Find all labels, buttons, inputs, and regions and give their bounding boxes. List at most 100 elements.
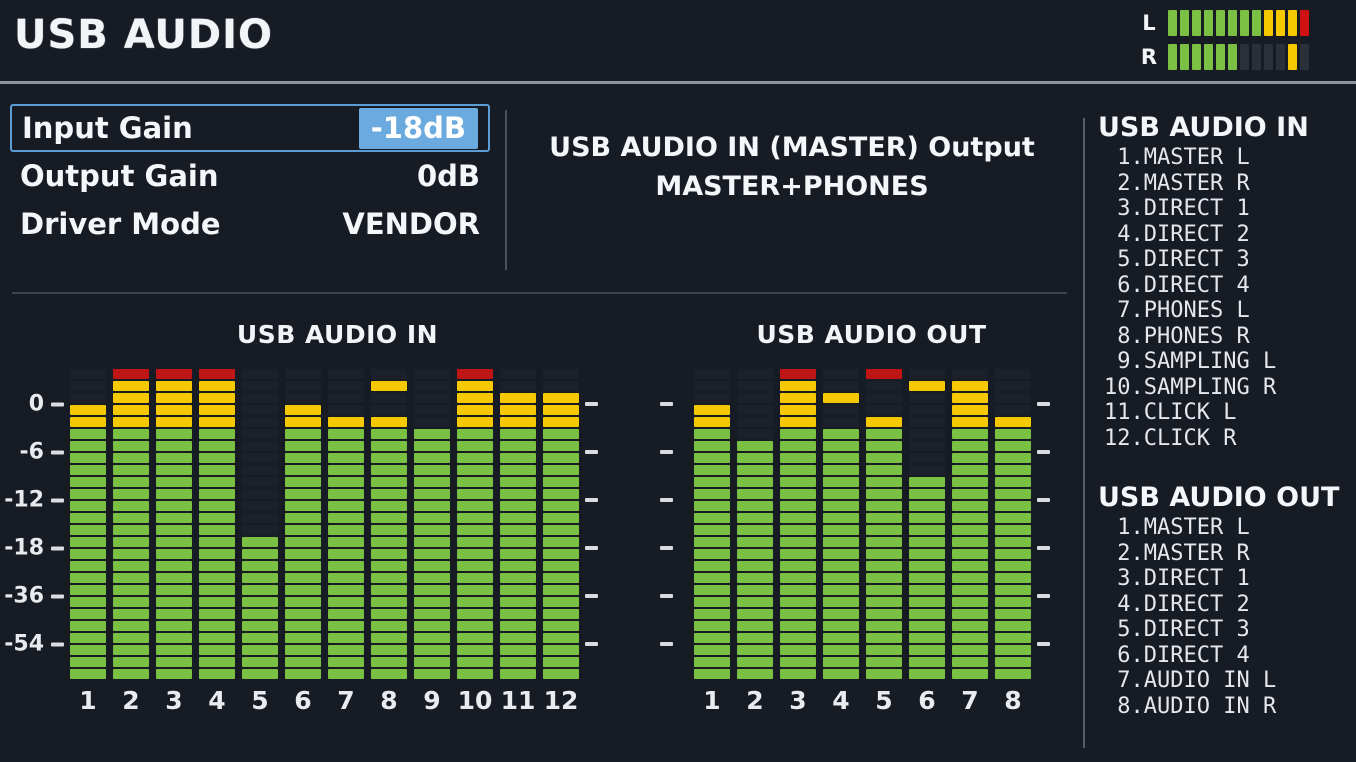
meter-channel: 8 bbox=[371, 357, 407, 715]
master-level-meters: L R bbox=[1138, 6, 1348, 74]
list-item[interactable]: 11.CLICK L bbox=[1104, 400, 1237, 426]
meter-segment bbox=[328, 573, 364, 583]
list-item[interactable]: 1.MASTER L bbox=[1104, 515, 1250, 540]
meter-scale-tick bbox=[585, 450, 598, 454]
list-item[interactable]: 10.SAMPLING R bbox=[1104, 374, 1277, 400]
meter-segment bbox=[780, 513, 816, 523]
meter-scale-tick: -6 bbox=[20, 440, 64, 465]
master-meter-segment bbox=[1168, 44, 1177, 70]
setting-value-driver-mode[interactable]: VENDOR bbox=[342, 207, 480, 241]
meter-segment bbox=[952, 477, 988, 487]
meter-segment bbox=[780, 405, 816, 415]
list-item[interactable]: 2.MASTER R bbox=[1104, 170, 1250, 196]
list-item[interactable]: 4.DIRECT 2 bbox=[1104, 221, 1250, 247]
setting-label-driver-mode: Driver Mode bbox=[20, 207, 221, 241]
meter-segment bbox=[70, 585, 106, 595]
meter-segment bbox=[823, 453, 859, 463]
list-item[interactable]: 1.MASTER L bbox=[1104, 145, 1250, 170]
list-item[interactable]: 6.DIRECT 4 bbox=[1104, 272, 1250, 298]
setting-row-input-gain[interactable]: Input Gain -18dB bbox=[10, 104, 490, 152]
meter-segment bbox=[543, 381, 579, 391]
meter-segment bbox=[113, 417, 149, 427]
meter-segment bbox=[500, 525, 536, 535]
meter-segment bbox=[199, 381, 235, 391]
meter-scale-dash bbox=[660, 498, 673, 502]
meter-segment bbox=[328, 621, 364, 631]
meter-segment bbox=[113, 537, 149, 547]
list-item[interactable]: 5.DIRECT 3 bbox=[1104, 617, 1250, 643]
meter-scale-tick bbox=[1037, 642, 1050, 646]
meter-segment bbox=[500, 453, 536, 463]
list-item[interactable]: 6.DIRECT 4 bbox=[1104, 642, 1250, 668]
meter-segment bbox=[457, 525, 493, 535]
meter-scale-tick: -54 bbox=[4, 632, 64, 657]
meter-segment bbox=[156, 453, 192, 463]
meter-segment bbox=[328, 381, 364, 391]
meter-segment bbox=[909, 513, 945, 523]
meter-channel: 2 bbox=[737, 357, 773, 715]
list-item[interactable]: 7.PHONES L bbox=[1104, 298, 1250, 324]
meter-segment bbox=[242, 369, 278, 379]
meter-segment bbox=[866, 561, 902, 571]
meter-segment bbox=[866, 405, 902, 415]
setting-row-driver-mode[interactable]: Driver Mode VENDOR bbox=[10, 200, 490, 248]
meter-segment bbox=[199, 513, 235, 523]
meter-segment bbox=[457, 417, 493, 427]
meter-segment bbox=[780, 549, 816, 559]
meter-segment bbox=[70, 381, 106, 391]
list-item[interactable]: 4.DIRECT 2 bbox=[1104, 591, 1250, 617]
meter-segment bbox=[113, 489, 149, 499]
meter-segment bbox=[780, 477, 816, 487]
meter-segment bbox=[952, 453, 988, 463]
meter-segment bbox=[70, 597, 106, 607]
meter-segment bbox=[371, 405, 407, 415]
meter-segment bbox=[113, 561, 149, 571]
list-item[interactable]: 5.DIRECT 3 bbox=[1104, 247, 1250, 273]
meter-segment bbox=[328, 609, 364, 619]
meter-segment bbox=[543, 609, 579, 619]
list-item[interactable]: 12.CLICK R bbox=[1104, 425, 1237, 451]
list-item[interactable]: 8.PHONES R bbox=[1104, 323, 1250, 349]
list-item[interactable]: 8.AUDIO IN R bbox=[1104, 693, 1277, 719]
meter-segment bbox=[866, 537, 902, 547]
meter-segment bbox=[780, 537, 816, 547]
meter-channel-number: 8 bbox=[1004, 686, 1022, 715]
meter-segment bbox=[457, 381, 493, 391]
meter-segment bbox=[414, 429, 450, 439]
list-item[interactable]: 3.DIRECT 1 bbox=[1104, 196, 1250, 222]
meter-segment bbox=[457, 477, 493, 487]
setting-value-input-gain[interactable]: -18dB bbox=[358, 107, 478, 149]
meter-channel-number: 11 bbox=[500, 686, 536, 715]
meter-segment bbox=[414, 405, 450, 415]
list-item[interactable]: 2.MASTER R bbox=[1104, 540, 1250, 566]
meter-segment bbox=[952, 573, 988, 583]
meter-segment bbox=[500, 621, 536, 631]
meter-segment bbox=[909, 525, 945, 535]
meter-segment bbox=[780, 621, 816, 631]
setting-value-output-gain[interactable]: 0dB bbox=[416, 159, 480, 193]
meter-segment bbox=[457, 429, 493, 439]
meter-segment bbox=[371, 429, 407, 439]
meter-segment bbox=[823, 489, 859, 499]
meter-segment bbox=[694, 405, 730, 415]
list-item[interactable]: 3.DIRECT 1 bbox=[1104, 566, 1250, 592]
meter-segment bbox=[113, 381, 149, 391]
list-item[interactable]: 7.AUDIO IN L bbox=[1104, 668, 1277, 694]
list-item[interactable]: 9.SAMPLING L bbox=[1104, 349, 1277, 375]
meter-segment bbox=[823, 405, 859, 415]
meter-scale-dash bbox=[585, 546, 598, 550]
meter-segment bbox=[543, 537, 579, 547]
meter-segment bbox=[70, 441, 106, 451]
meter-peak-segment bbox=[371, 381, 407, 391]
meter-scale-tick bbox=[1037, 546, 1050, 550]
meter-segment bbox=[500, 381, 536, 391]
meter-segment bbox=[242, 477, 278, 487]
meter-segment bbox=[909, 369, 945, 379]
meter-segment bbox=[156, 477, 192, 487]
meter-segment bbox=[694, 525, 730, 535]
meter-segment bbox=[199, 417, 235, 427]
setting-row-output-gain[interactable]: Output Gain 0dB bbox=[10, 152, 490, 200]
master-meter-segment bbox=[1276, 44, 1285, 70]
meter-segment bbox=[823, 621, 859, 631]
meter-segment bbox=[70, 477, 106, 487]
